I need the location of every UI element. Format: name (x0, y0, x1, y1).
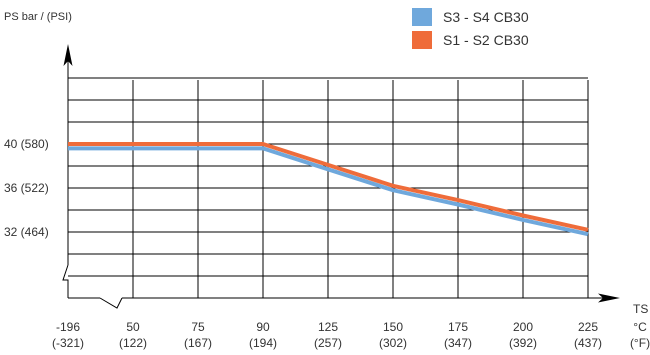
x-tick-label-fahrenheit: (167) (184, 336, 212, 350)
x-unit-fahrenheit: (°F) (630, 336, 650, 350)
x-tick-label-fahrenheit: (347) (444, 336, 472, 350)
y-tick-label: 32 (464) (4, 225, 49, 239)
series-line-s1-s2 (68, 142, 589, 232)
y-tick-labels: 40 (580) 36 (522) 32 (464) (4, 137, 49, 239)
x-tick-label-fahrenheit: (302) (379, 336, 407, 350)
y-tick-label: 36 (522) (4, 181, 49, 195)
series-lines (68, 142, 589, 237)
x-tick-labels: -196 (-321) 50 (122) 75 (167) 90 (194) 125 (257) 1… (52, 320, 602, 350)
y-tick-label: 40 (580) (4, 137, 49, 151)
x-axis-arrow (598, 293, 620, 303)
x-tick-label-fahrenheit: (392) (509, 336, 537, 350)
legend-label-s1-s2: S1 - S2 CB30 (443, 32, 529, 48)
x-tick-label-celsius: 50 (126, 320, 140, 334)
x-tick-label-fahrenheit: (257) (314, 336, 342, 350)
axes (62, 44, 620, 309)
x-tick-label-fahrenheit: (437) (574, 336, 602, 350)
x-tick-label-celsius: 125 (318, 320, 338, 334)
x-tick-label-celsius: 75 (191, 320, 205, 334)
x-unit-celsius: °C (633, 320, 647, 334)
x-tick-label-fahrenheit: (-321) (52, 336, 84, 350)
legend-swatch-s3-s4 (412, 8, 432, 26)
x-tick-label-fahrenheit: (122) (119, 336, 147, 350)
x-axis-break (99, 297, 123, 309)
x-tick-label-celsius: 90 (256, 320, 270, 334)
y-axis-break (62, 264, 69, 298)
x-tick-label-celsius: 175 (448, 320, 468, 334)
y-axis-label: PS bar / (PSI) (4, 11, 72, 23)
legend: S3 - S4 CB30 S1 - S2 CB30 (412, 8, 529, 49)
x-tick-label-celsius: 225 (578, 320, 598, 334)
x-tick-label-fahrenheit: (194) (249, 336, 277, 350)
x-tick-label-celsius: 200 (513, 320, 533, 334)
y-axis-arrow (63, 44, 73, 66)
x-tick-label-celsius: -196 (56, 320, 80, 334)
x-tick-label-celsius: 150 (383, 320, 403, 334)
legend-label-s3-s4: S3 - S4 CB30 (443, 9, 529, 25)
legend-swatch-s1-s2 (412, 31, 432, 49)
series-line-s3-s4 (68, 146, 589, 237)
x-axis-label: TS (633, 302, 648, 316)
grid (68, 77, 589, 298)
